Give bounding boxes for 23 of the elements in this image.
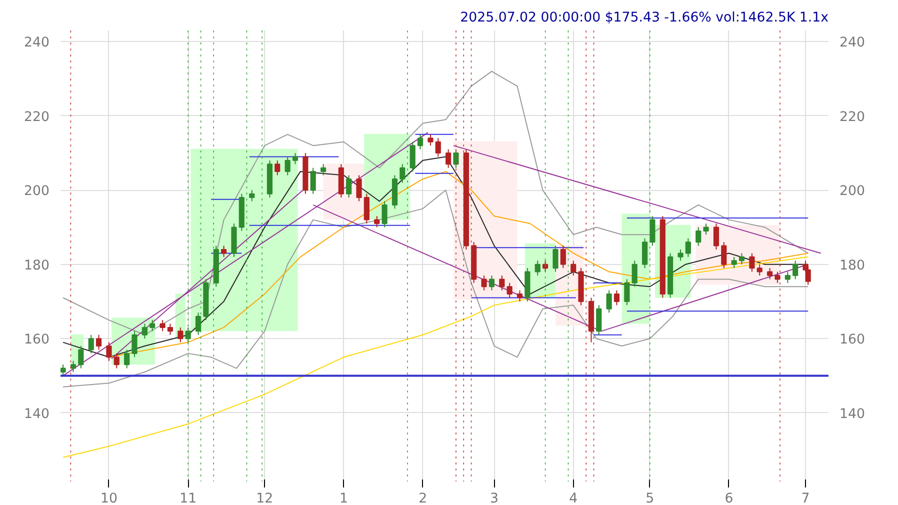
y2-tick-label: 200 bbox=[840, 184, 865, 200]
x-tick-label: 2 bbox=[418, 492, 428, 505]
x-tick-label: 6 bbox=[724, 492, 734, 505]
y-tick-label: 140 bbox=[24, 406, 50, 422]
x-tick-label: 3 bbox=[490, 492, 498, 505]
x-tick-label: 1 bbox=[339, 492, 348, 505]
y2-tick-label: 220 bbox=[840, 110, 865, 125]
y2-tick-label: 140 bbox=[840, 406, 865, 422]
y2-tick-label: 180 bbox=[840, 258, 865, 274]
y2-tick-label: 160 bbox=[840, 332, 865, 348]
y-tick-label: 180 bbox=[24, 258, 50, 274]
y-tick-label: 160 bbox=[24, 332, 50, 348]
y2-tick-label: 240 bbox=[840, 36, 865, 51]
x-tick-label: 5 bbox=[646, 492, 654, 505]
x-tick-label: 7 bbox=[801, 492, 810, 505]
y-tick-label: 220 bbox=[24, 110, 50, 125]
y-tick-label: 200 bbox=[24, 184, 50, 200]
x-tick-label: 12 bbox=[256, 492, 274, 505]
x-tick-label: 11 bbox=[180, 492, 197, 505]
chart-title: 2025.07.02 00:00:00 $175.43 -1.66% vol:1462.5K 1.1x bbox=[460, 10, 829, 26]
y-tick-label: 240 bbox=[24, 36, 50, 51]
x-tick-label: 10 bbox=[100, 492, 118, 505]
x-tick-label: 4 bbox=[569, 492, 578, 505]
